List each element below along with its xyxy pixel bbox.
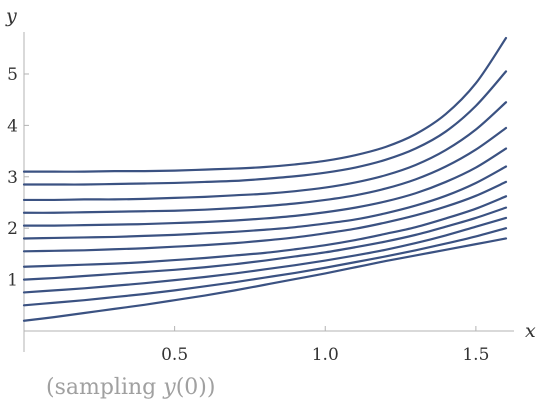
y-tick-label: 4 [7, 116, 18, 136]
axes: x y [5, 5, 536, 352]
x-axis-title: x [525, 320, 536, 342]
series-line [22, 237, 508, 322]
series-line [22, 206, 508, 281]
y-tick-label: 5 [7, 65, 18, 85]
series-group [22, 36, 508, 322]
series-line [22, 36, 508, 173]
series-line [22, 101, 508, 202]
series-line [22, 147, 508, 227]
series-line [22, 227, 508, 307]
x-tick-label: 1.5 [462, 345, 489, 365]
series-line [22, 195, 508, 268]
series-line [22, 126, 508, 214]
y-tick-label: 2 [7, 219, 18, 239]
series-line [22, 180, 508, 253]
caption-suffix: (0)) [175, 375, 216, 400]
x-tick-label: 0.5 [161, 345, 188, 365]
x-tick-label: 1.0 [312, 345, 339, 365]
caption-prefix: (sampling [46, 375, 164, 400]
y-tick-label: 3 [7, 168, 18, 188]
series-line [22, 165, 508, 240]
series-line [22, 216, 508, 294]
y-axis-title: y [5, 5, 17, 27]
caption-function: y [163, 375, 176, 400]
series-line [22, 70, 508, 186]
y-tick-label: 1 [7, 271, 18, 291]
plot-caption: (sampling y(0)) [46, 375, 215, 400]
